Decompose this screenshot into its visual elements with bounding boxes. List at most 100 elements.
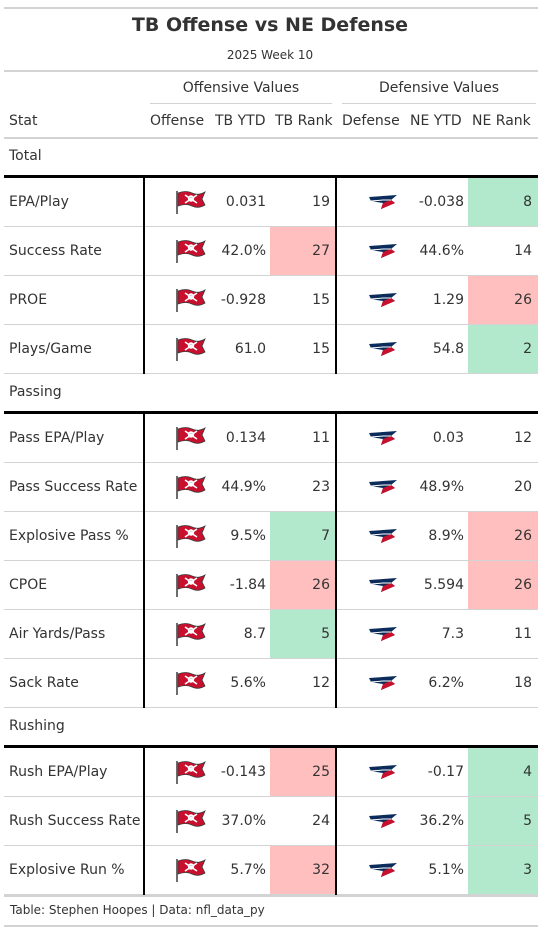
stat-name: Sack Rate (9, 675, 79, 691)
buccaneers-flag-logo-icon (174, 239, 206, 267)
ne-ytd-value: 8.9% (428, 528, 464, 544)
row-divider (4, 707, 538, 708)
row-divider (4, 845, 538, 846)
patriots-logo-icon (368, 626, 398, 646)
tb-ytd-value: 9.5% (230, 528, 266, 544)
col-header-defense: Defense (342, 113, 400, 129)
row-divider (4, 324, 538, 325)
table-row: Plays/Game 61.0 15 54.8 2 (4, 325, 538, 374)
tb-rank-value: 26 (270, 561, 336, 609)
table-row: EPA/Play 0.031 19 -0.038 8 (4, 178, 538, 227)
tb-ytd-value: 37.0% (221, 813, 266, 829)
tb-ytd-value: 5.7% (230, 862, 266, 878)
group-label: Rushing (9, 718, 65, 734)
stat-name: Success Rate (9, 243, 102, 259)
group-rule (4, 745, 538, 748)
ne-rank-value: 26 (468, 561, 538, 609)
column-header-divider (4, 137, 538, 139)
bottom-border (4, 895, 538, 897)
col-header-tb-rank: TB Rank (275, 113, 333, 129)
patriots-logo-icon (368, 675, 398, 695)
stat-name: CPOE (9, 577, 48, 593)
col-header-ne-ytd: NE YTD (410, 113, 462, 129)
buccaneers-flag-logo-icon (174, 426, 206, 454)
column-separator (143, 175, 145, 374)
buccaneers-flag-logo-icon (174, 524, 206, 552)
top-border (4, 7, 538, 9)
patriots-logo-icon (368, 479, 398, 499)
ne-ytd-value: -0.038 (418, 194, 464, 210)
row-divider (4, 560, 538, 561)
row-divider (4, 226, 538, 227)
tb-ytd-value: 61.0 (234, 341, 266, 357)
table-row: PROE -0.928 15 1.29 26 (4, 276, 538, 325)
column-separator (335, 175, 337, 374)
ne-rank-value: 11 (514, 626, 532, 642)
tb-ytd-value: -0.143 (220, 764, 266, 780)
col-header-ne-rank: NE Rank (472, 113, 531, 129)
ne-ytd-value: -0.17 (427, 764, 464, 780)
stat-name: Rush Success Rate (9, 813, 141, 829)
stat-name: EPA/Play (9, 194, 69, 210)
tb-rank-value: 19 (312, 194, 330, 210)
table-row: Rush EPA/Play -0.143 25 -0.17 4 (4, 748, 538, 797)
buccaneers-flag-logo-icon (174, 809, 206, 837)
col-header-tb-ytd: TB YTD (215, 113, 266, 129)
tb-ytd-value: -0.928 (220, 292, 266, 308)
buccaneers-flag-logo-icon (174, 573, 206, 601)
ne-rank-value: 14 (514, 243, 532, 259)
tb-rank-value: 15 (312, 292, 330, 308)
stat-name: Pass Success Rate (9, 479, 138, 495)
row-divider (4, 511, 538, 512)
row-divider (4, 894, 538, 895)
ne-ytd-value: 1.29 (432, 292, 464, 308)
tb-ytd-value: 44.9% (221, 479, 266, 495)
table-row: Explosive Pass % 9.5% 7 8.9% 26 (4, 512, 538, 561)
ne-ytd-value: 48.9% (419, 479, 464, 495)
table-row: CPOE -1.84 26 5.594 26 (4, 561, 538, 610)
patriots-logo-icon (368, 764, 398, 784)
tb-rank-value: 12 (312, 675, 330, 691)
stat-name: Air Yards/Pass (9, 626, 106, 642)
ne-rank-value: 4 (468, 748, 538, 796)
ne-ytd-value: 5.594 (423, 577, 464, 593)
patriots-logo-icon (368, 292, 398, 312)
ne-rank-value: 26 (468, 276, 538, 324)
group-rule (4, 175, 538, 178)
buccaneers-flag-logo-icon (174, 288, 206, 316)
table-row: Success Rate 42.0% 27 44.6% 14 (4, 227, 538, 276)
stat-name: Pass EPA/Play (9, 430, 105, 446)
spanner-offensive-values: Offensive Values (182, 80, 300, 96)
spanner-defensive-underline (342, 103, 536, 104)
stat-name: Explosive Run % (9, 862, 125, 878)
tb-ytd-value: 5.6% (230, 675, 266, 691)
table-row: Air Yards/Pass 8.7 5 7.3 11 (4, 610, 538, 659)
tb-rank-value: 32 (270, 846, 336, 894)
tb-ytd-value: 42.0% (221, 243, 266, 259)
stat-name: Rush EPA/Play (9, 764, 108, 780)
table-row: Rush Success Rate 37.0% 24 36.2% 5 (4, 797, 538, 846)
tb-rank-value: 11 (312, 430, 330, 446)
stat-name: Explosive Pass % (9, 528, 129, 544)
ne-ytd-value: 36.2% (419, 813, 464, 829)
ne-ytd-value: 0.03 (432, 430, 464, 446)
group-rule (4, 411, 538, 414)
column-separator (143, 411, 145, 708)
patriots-logo-icon (368, 430, 398, 450)
table-row: Pass Success Rate 44.9% 23 48.9% 20 (4, 463, 538, 512)
tb-rank-value: 15 (312, 341, 330, 357)
buccaneers-flag-logo-icon (174, 858, 206, 886)
footer-border (4, 925, 538, 927)
tb-ytd-value: 0.134 (225, 430, 266, 446)
ne-ytd-value: 54.8 (432, 341, 464, 357)
table-title: TB Offense vs NE Defense (131, 14, 409, 36)
buccaneers-flag-logo-icon (174, 337, 206, 365)
tb-rank-value: 24 (312, 813, 330, 829)
tb-ytd-value: 8.7 (243, 626, 266, 642)
table-row: Sack Rate 5.6% 12 6.2% 18 (4, 659, 538, 708)
row-divider (4, 373, 538, 374)
patriots-logo-icon (368, 813, 398, 833)
patriots-logo-icon (368, 194, 398, 214)
row-divider (4, 609, 538, 610)
group-label: Passing (9, 384, 62, 400)
